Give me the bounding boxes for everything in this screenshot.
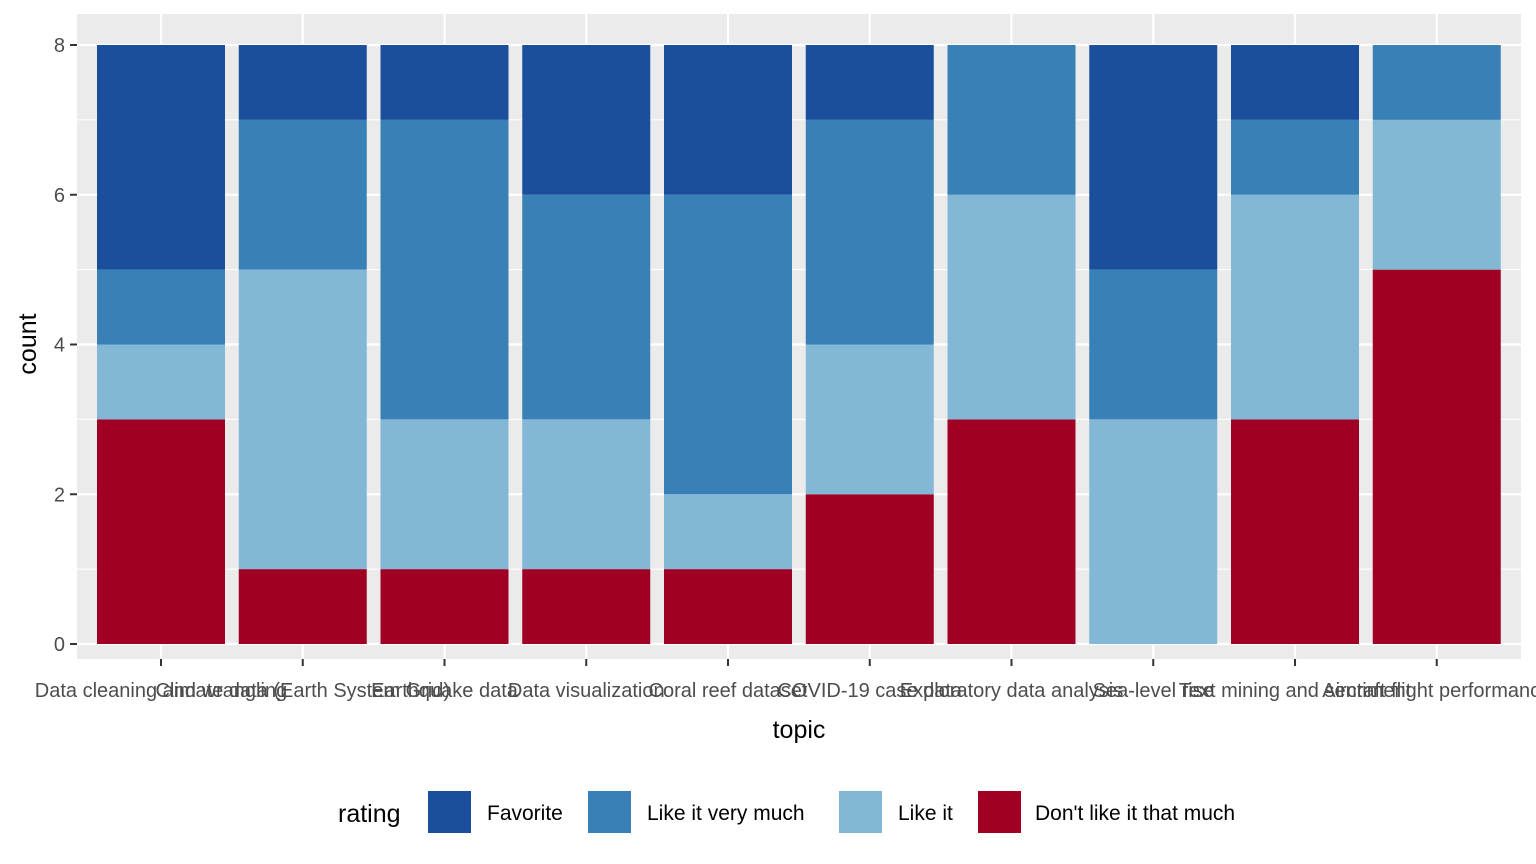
bar-segment — [947, 45, 1076, 195]
legend-label: Like it very much — [647, 802, 805, 825]
legend: rating Favorite Like it very much Like it D… — [338, 791, 1235, 833]
x-tick-label: Data cleaning and wrangling — [35, 680, 287, 702]
y-tick-label: 2 — [54, 484, 65, 506]
bar-segment — [947, 194, 1076, 420]
x-tick-label: Coral reef dataset — [649, 680, 808, 702]
bar-segment — [522, 569, 651, 644]
y-axis: 0 2 4 6 8 — [54, 35, 77, 656]
bar-segment — [1231, 419, 1359, 644]
bar-segment — [97, 419, 225, 644]
legend-key — [839, 791, 882, 833]
bar-segment — [380, 569, 509, 644]
bar-segment — [380, 45, 509, 120]
bar-segment — [805, 344, 934, 495]
legend-key — [978, 791, 1021, 833]
bar-segment — [238, 45, 367, 120]
y-tick-label: 8 — [54, 35, 65, 57]
legend-key — [428, 791, 471, 833]
x-tick-label: COVID-19 case data — [777, 680, 962, 702]
bar-segment — [522, 45, 651, 195]
bar-segment — [97, 344, 225, 420]
legend-label: Don't like it that much — [1035, 802, 1235, 825]
legend-label: Favorite — [487, 802, 563, 825]
bar-segment — [1089, 419, 1218, 644]
bar-segment — [380, 419, 509, 570]
bar-segment — [805, 119, 934, 345]
bar-segment — [1231, 194, 1359, 420]
y-tick-label: 0 — [54, 634, 65, 656]
bar-segment — [1089, 45, 1218, 270]
x-tick-label: Aircraft flight performance — [1322, 680, 1536, 702]
x-tick-label: Exploratory data analysis — [900, 680, 1123, 702]
y-axis-title: count — [14, 313, 42, 374]
bar-segment — [1231, 45, 1359, 120]
bar-segment — [238, 269, 367, 570]
bar-segment — [97, 269, 225, 345]
y-tick-label: 6 — [54, 185, 65, 207]
legend-key — [588, 791, 631, 833]
bars — [97, 45, 1501, 644]
bar-segment — [97, 45, 225, 270]
bar-segment — [1372, 269, 1501, 644]
bar-segment — [1372, 119, 1501, 270]
bar-segment — [664, 194, 792, 495]
x-tick-label: Sea-level rise — [1093, 680, 1214, 702]
bar-segment — [1089, 269, 1218, 420]
bar-segment — [664, 45, 792, 195]
y-tick-label: 4 — [54, 335, 65, 357]
bar-segment — [664, 569, 792, 644]
bar-segment — [380, 119, 509, 420]
bar-segment — [1372, 45, 1501, 120]
bar-segment — [664, 494, 792, 570]
bar-segment — [805, 45, 934, 120]
legend-title: rating — [338, 800, 401, 828]
x-tick-label: Climate data (Earth System Grid) — [155, 680, 450, 702]
bar-segment — [522, 419, 651, 570]
x-axis-title: topic — [773, 716, 826, 744]
legend-label: Like it — [898, 802, 953, 825]
bar-segment — [805, 494, 934, 644]
bar-segment — [238, 119, 367, 270]
x-tick-label: Data visualization — [508, 680, 665, 702]
x-tick-label: Earthquake data — [371, 680, 519, 702]
bar-segment — [1231, 119, 1359, 195]
bar-segment — [947, 419, 1076, 644]
x-tick-label: Text mining and sentiment — [1179, 680, 1412, 702]
bar-segment — [522, 194, 651, 420]
bar-segment — [238, 569, 367, 644]
